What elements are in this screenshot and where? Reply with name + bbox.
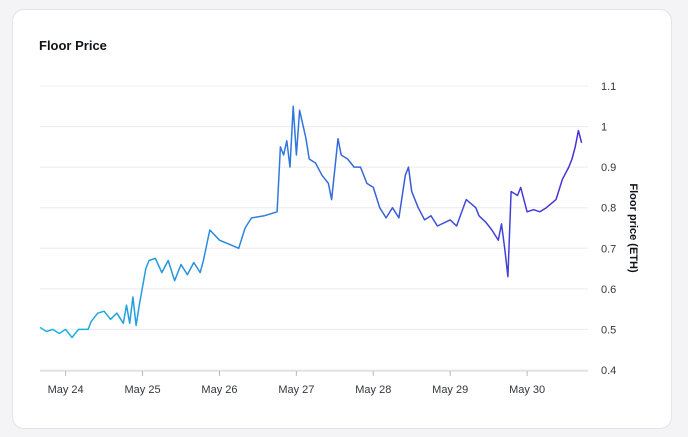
- chart-title: Floor Price: [39, 38, 107, 53]
- y-tick-label: 0.8: [601, 203, 616, 215]
- y-tick-label: 0.4: [601, 365, 616, 377]
- x-tick-label: May 26: [201, 384, 237, 396]
- y-tick-label: 0.9: [601, 162, 616, 174]
- y-gridlines: [40, 85, 588, 371]
- y-axis-label: Floor price (ETH): [627, 183, 639, 273]
- floor-price-line[interactable]: [39, 105, 583, 339]
- x-tick-label: May 25: [125, 384, 161, 396]
- y-tick-label: 1.1: [601, 81, 616, 93]
- x-tick-label: May 27: [278, 384, 314, 396]
- x-tick-label: May 30: [509, 384, 545, 396]
- y-tick-label: 1: [601, 122, 607, 134]
- y-tick-label: 0.6: [601, 284, 616, 296]
- x-tick-label: May 29: [432, 384, 468, 396]
- y-tick-label: 0.7: [601, 243, 616, 255]
- floor-price-card: Floor Price: [12, 9, 672, 429]
- y-tick-label: 0.5: [601, 324, 616, 336]
- x-axis: May 24 May 25 May 26 May 27 May 28 May 29 May …: [40, 370, 588, 396]
- x-tick-label: May 28: [355, 384, 391, 396]
- y-axis: 0.4 0.5 0.6 0.7 0.8 0.9 1 1.1: [601, 81, 616, 377]
- x-tick-label: May 24: [48, 384, 84, 396]
